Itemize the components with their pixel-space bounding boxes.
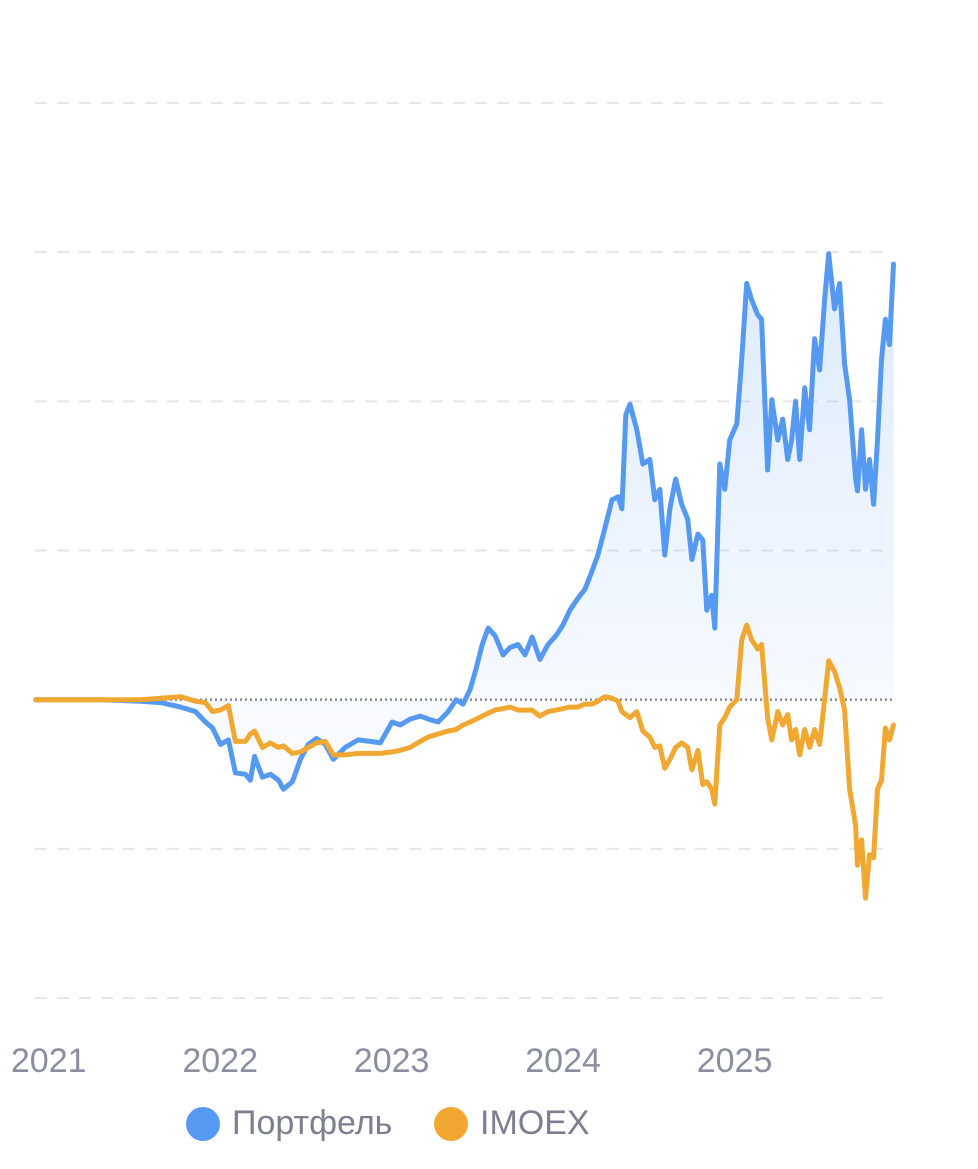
area-fill: [35, 253, 894, 790]
x-tick-label: 2023: [354, 1042, 430, 1080]
legend-marker: [186, 1107, 220, 1141]
x-tick-label: 2021: [11, 1042, 87, 1080]
legend-label: IMOEX: [480, 1104, 590, 1142]
x-tick-label: 2022: [182, 1042, 258, 1080]
series-line: [33, 622, 896, 901]
series-line: [33, 251, 896, 792]
x-tick-label: 2024: [525, 1042, 601, 1080]
x-tick-label: 2025: [697, 1042, 773, 1080]
legend-marker: [434, 1107, 468, 1141]
legend-label: Портфель: [232, 1104, 392, 1142]
